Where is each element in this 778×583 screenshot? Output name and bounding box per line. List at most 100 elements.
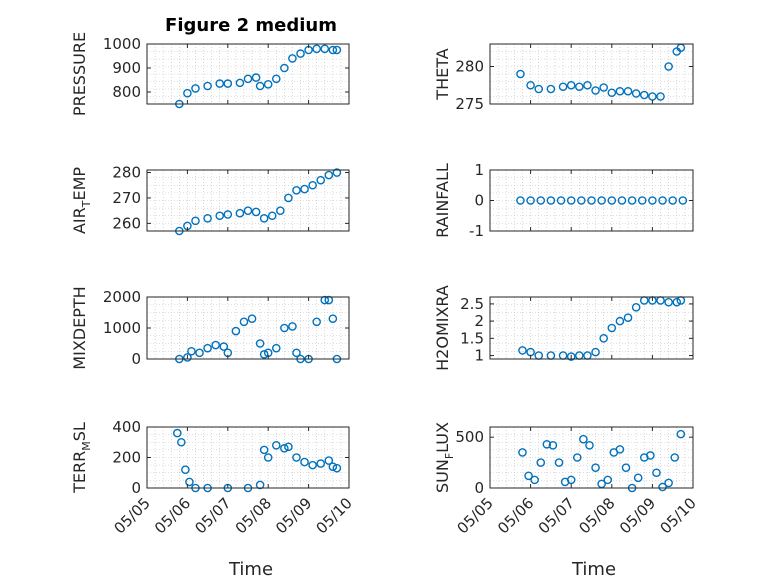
data-point — [332, 168, 342, 177]
figure-title: Figure 2 medium — [165, 15, 337, 36]
data-point — [591, 86, 600, 95]
data-point — [546, 84, 556, 94]
data-point — [670, 453, 680, 462]
data-point — [328, 45, 338, 55]
data-point — [554, 458, 564, 467]
data-point — [255, 339, 265, 348]
data-point — [534, 351, 544, 360]
data-point — [247, 314, 257, 324]
x-tick-label: 05/05 — [111, 494, 154, 537]
data-point — [530, 475, 539, 485]
y-tick-label: 260 — [112, 214, 141, 232]
subplot-5: 0 1000 2000 MIXDEPTH — [70, 286, 350, 370]
y-tick-label: 2 — [474, 312, 484, 330]
y-axis-label-main: PRESSURE — [70, 32, 89, 116]
data-point — [296, 49, 305, 58]
data-point — [280, 444, 289, 453]
data-point — [203, 343, 212, 353]
x-tick-label: 05/07 — [535, 494, 578, 537]
y-tick-label: 1000 — [103, 319, 141, 337]
data-point — [617, 196, 627, 205]
x-tick-label: 05/09 — [272, 494, 315, 537]
data-point — [548, 440, 558, 450]
data-point — [526, 80, 535, 90]
subplot-4: -1 0 1 RAINFALL — [433, 161, 694, 240]
data-point — [583, 80, 592, 90]
data-point — [251, 207, 261, 217]
x-axis-label-left: Time — [228, 559, 273, 580]
data-point — [292, 348, 301, 358]
data-point — [664, 62, 673, 71]
x-tick-label: 05/08 — [232, 494, 275, 537]
y-tick-label: 0 — [474, 479, 484, 497]
data-point — [195, 348, 204, 358]
data-point — [263, 80, 273, 89]
y-axis-label-tail: LUX — [433, 422, 452, 453]
data-point — [646, 451, 655, 460]
data-point — [631, 303, 641, 312]
y-axis-label-subscript: M — [80, 441, 93, 451]
data-point — [558, 82, 568, 92]
y-axis-label: H2OMIXRA — [433, 285, 452, 371]
y-tick-label: 280 — [112, 164, 141, 182]
y-tick-label: 275 — [455, 95, 484, 113]
y-axis-label-subscript: T — [80, 200, 93, 208]
x-tick-label: 05/06 — [494, 494, 537, 537]
data-point — [328, 314, 338, 324]
data-point — [633, 473, 643, 483]
data-point — [183, 88, 192, 98]
axes-box — [146, 169, 350, 232]
data-point — [271, 74, 281, 84]
y-axis-label: MIXDEPTH — [70, 286, 89, 369]
data-point — [259, 445, 269, 455]
y-axis-label-main: THETA — [433, 48, 452, 100]
data-point — [271, 440, 281, 450]
data-point — [191, 216, 200, 226]
data-point — [607, 323, 617, 333]
data-point — [300, 457, 309, 467]
data-point — [652, 468, 661, 478]
data-point — [648, 196, 657, 205]
data-point — [631, 89, 641, 98]
y-tick-label: 800 — [112, 83, 141, 101]
data-point — [637, 196, 647, 205]
data-point — [599, 83, 608, 92]
x-axis-label-right: Time — [571, 559, 616, 580]
data-point — [223, 210, 233, 219]
y-axis-label-tail: EMP — [70, 167, 89, 201]
y-tick-label: 900 — [112, 59, 141, 77]
data-point — [332, 463, 342, 473]
y-tick-label: 0 — [131, 479, 141, 497]
subplot-1: 800 900 1000 PRESSURE — [70, 32, 350, 116]
data-point — [678, 196, 688, 205]
data-point — [575, 82, 584, 92]
data-point — [235, 208, 245, 218]
y-axis-label: SUNFLUX — [433, 422, 456, 493]
y-axis-label: PRESSURE — [70, 32, 89, 116]
y-tick-label: 280 — [455, 58, 484, 76]
y-axis-label-main: MIXDEPTH — [70, 286, 89, 369]
x-tick-label: 05/10 — [313, 494, 356, 537]
data-point — [312, 317, 321, 327]
data-point — [235, 78, 245, 88]
data-point — [536, 196, 546, 205]
data-point — [534, 84, 544, 94]
y-tick-label: 270 — [112, 189, 141, 207]
data-point — [566, 80, 576, 90]
data-point — [177, 437, 186, 447]
data-point — [526, 196, 535, 205]
axes-box — [489, 296, 694, 360]
data-point — [320, 44, 330, 54]
y-axis-label-tail: SL — [70, 422, 89, 441]
data-point — [615, 86, 625, 96]
data-point — [267, 211, 277, 221]
data-point — [664, 297, 673, 307]
data-point — [639, 90, 649, 100]
y-tick-label: 0 — [474, 192, 484, 210]
y-tick-label: 0 — [131, 350, 141, 368]
x-tick-label: 05/10 — [657, 494, 700, 537]
data-point — [308, 460, 317, 470]
data-point — [668, 196, 678, 205]
y-axis-label-main: RAINFALL — [433, 163, 452, 238]
